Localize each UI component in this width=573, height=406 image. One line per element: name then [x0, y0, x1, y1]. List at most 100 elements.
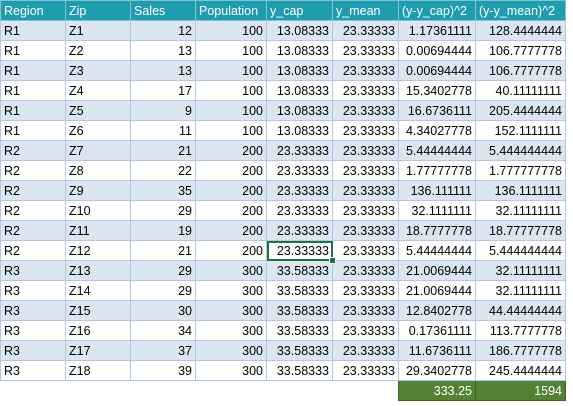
data-cell[interactable]: 5.444444444 [475, 240, 566, 261]
data-cell[interactable]: Z11 [65, 220, 131, 241]
data-cell[interactable]: 18.7777778 [398, 220, 476, 241]
sst-total-cell[interactable]: 1594 [475, 380, 566, 401]
data-cell[interactable]: 11.6736111 [398, 340, 476, 361]
data-cell[interactable]: 23.33333 [332, 40, 399, 61]
data-cell[interactable]: R1 [0, 120, 66, 141]
data-cell[interactable]: R2 [0, 240, 66, 261]
data-cell[interactable]: R2 [0, 160, 66, 181]
data-cell[interactable]: 21.0069444 [398, 280, 476, 301]
empty-cell[interactable] [195, 380, 267, 401]
data-cell[interactable]: Z13 [65, 260, 131, 281]
data-cell[interactable]: 23.33333 [332, 60, 399, 81]
data-cell[interactable]: 100 [195, 60, 267, 81]
data-cell[interactable]: Z5 [65, 100, 131, 121]
data-cell[interactable]: 0.00694444 [398, 60, 476, 81]
data-cell[interactable]: 33.58333 [266, 340, 333, 361]
data-cell[interactable]: R3 [0, 280, 66, 301]
data-cell[interactable]: Z10 [65, 200, 131, 221]
data-cell[interactable]: R3 [0, 260, 66, 281]
data-cell[interactable]: 13.08333 [266, 60, 333, 81]
data-cell[interactable]: 9 [130, 100, 196, 121]
data-cell[interactable]: 100 [195, 120, 267, 141]
data-cell[interactable]: 39 [130, 360, 196, 381]
data-cell[interactable]: 136.1111111 [475, 180, 566, 201]
data-cell[interactable]: 23.33333 [266, 140, 333, 161]
data-cell[interactable]: 200 [195, 160, 267, 181]
data-cell[interactable]: 18.77777778 [475, 220, 566, 241]
header-cell[interactable]: Region [0, 0, 66, 21]
data-cell[interactable]: 22 [130, 160, 196, 181]
data-cell[interactable]: 32.11111111 [475, 260, 566, 281]
data-cell[interactable]: 1.77777778 [398, 160, 476, 181]
data-cell[interactable]: R3 [0, 300, 66, 321]
empty-cell[interactable] [130, 380, 196, 401]
data-cell[interactable]: 4.34027778 [398, 120, 476, 141]
data-cell[interactable]: R1 [0, 40, 66, 61]
data-cell[interactable]: 300 [195, 280, 267, 301]
data-cell[interactable]: 37 [130, 340, 196, 361]
data-cell[interactable]: Z1 [65, 20, 131, 41]
empty-cell[interactable] [0, 380, 66, 401]
data-cell[interactable]: 23.33333 [332, 160, 399, 181]
data-cell[interactable]: 23.33333 [332, 180, 399, 201]
data-cell[interactable]: Z8 [65, 160, 131, 181]
data-cell[interactable]: 152.1111111 [475, 120, 566, 141]
data-cell[interactable]: 40.11111111 [475, 80, 566, 101]
data-cell[interactable]: 113.7777778 [475, 320, 566, 341]
data-cell[interactable]: R1 [0, 20, 66, 41]
data-cell[interactable]: 100 [195, 80, 267, 101]
data-cell[interactable]: 23.33333 [332, 280, 399, 301]
data-cell[interactable]: 33.58333 [266, 260, 333, 281]
data-cell[interactable]: 23.33333 [332, 220, 399, 241]
empty-cell[interactable] [332, 380, 399, 401]
data-cell[interactable]: 23.33333 [332, 340, 399, 361]
data-cell[interactable]: 29.3402778 [398, 360, 476, 381]
data-cell[interactable]: 23.33333 [266, 200, 333, 221]
data-cell[interactable]: 5.44444444 [398, 240, 476, 261]
data-cell[interactable]: 186.7777778 [475, 340, 566, 361]
header-cell[interactable]: Population [195, 0, 267, 21]
data-cell[interactable]: 300 [195, 260, 267, 281]
data-cell[interactable]: R1 [0, 60, 66, 81]
data-cell[interactable]: 100 [195, 40, 267, 61]
data-cell[interactable]: 32.1111111 [398, 200, 476, 221]
data-cell[interactable]: R2 [0, 200, 66, 221]
data-cell[interactable]: 23.33333 [332, 200, 399, 221]
header-cell[interactable]: Sales [130, 0, 196, 21]
data-cell[interactable]: R2 [0, 220, 66, 241]
data-cell[interactable]: 23.33333 [332, 260, 399, 281]
data-cell[interactable]: 13.08333 [266, 100, 333, 121]
data-cell[interactable]: 23.33333 [332, 300, 399, 321]
data-cell[interactable]: 13 [130, 60, 196, 81]
header-cell[interactable]: y_mean [332, 0, 399, 21]
data-cell[interactable]: 21 [130, 140, 196, 161]
fill-handle[interactable] [328, 256, 336, 264]
data-cell[interactable]: Z2 [65, 40, 131, 61]
data-cell[interactable]: 245.4444444 [475, 360, 566, 381]
data-cell[interactable]: Z18 [65, 360, 131, 381]
data-cell[interactable]: Z7 [65, 140, 131, 161]
data-cell[interactable]: 29 [130, 280, 196, 301]
empty-cell[interactable] [65, 380, 131, 401]
data-cell[interactable]: 205.4444444 [475, 100, 566, 121]
data-cell[interactable]: 0.00694444 [398, 40, 476, 61]
data-cell[interactable]: 16.6736111 [398, 100, 476, 121]
data-cell[interactable]: 23.33333 [332, 240, 399, 261]
data-cell[interactable]: R3 [0, 360, 66, 381]
data-cell[interactable]: 128.4444444 [475, 20, 566, 41]
data-cell[interactable]: 19 [130, 220, 196, 241]
data-cell[interactable]: 29 [130, 200, 196, 221]
data-cell[interactable]: 12.8402778 [398, 300, 476, 321]
data-cell[interactable]: 33.58333 [266, 280, 333, 301]
header-cell[interactable]: (y-y_mean)^2 [475, 0, 566, 21]
data-cell[interactable]: 13.08333 [266, 40, 333, 61]
empty-cell[interactable] [266, 380, 333, 401]
data-cell[interactable]: 200 [195, 240, 267, 261]
data-cell[interactable]: 21 [130, 240, 196, 261]
data-cell[interactable]: R1 [0, 100, 66, 121]
data-cell[interactable]: 0.17361111 [398, 320, 476, 341]
data-cell[interactable]: 23.33333 [266, 220, 333, 241]
data-cell[interactable]: 23.33333 [266, 180, 333, 201]
header-cell[interactable]: y_cap [266, 0, 333, 21]
data-cell[interactable]: 1.777777778 [475, 160, 566, 181]
